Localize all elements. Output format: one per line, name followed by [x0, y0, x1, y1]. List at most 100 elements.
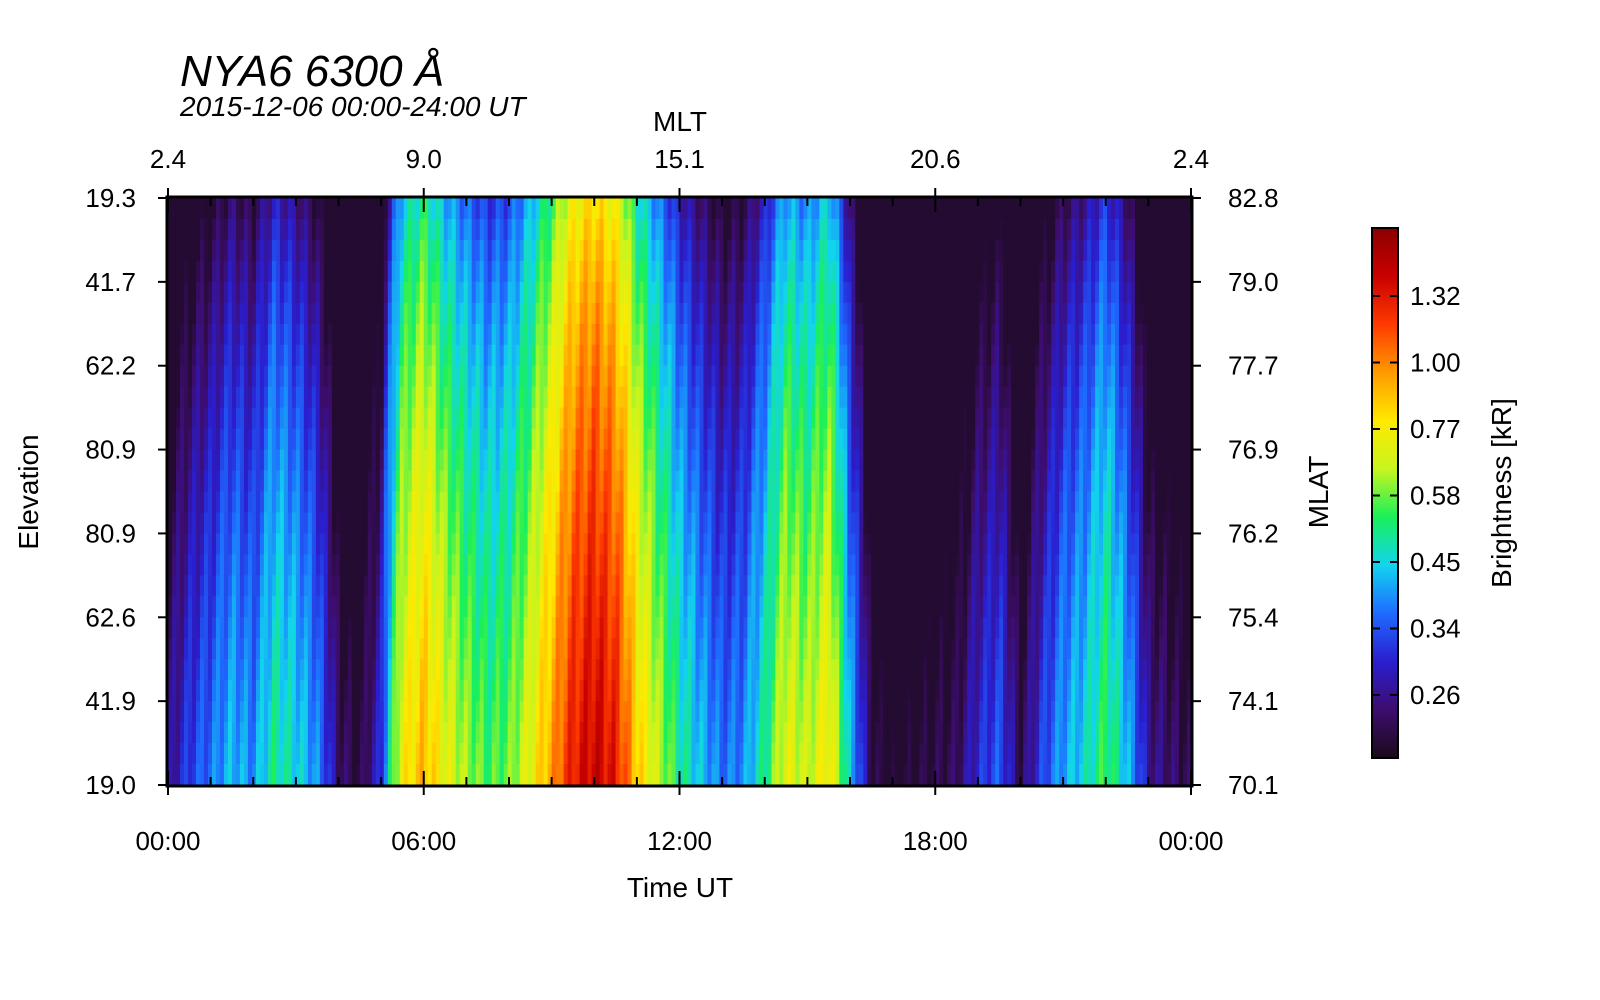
heatmap-cell: [595, 722, 601, 744]
heatmap-cell: [335, 470, 341, 493]
heatmap-cell: [183, 386, 189, 409]
heatmap-cell: [251, 617, 257, 639]
heatmap-cell: [303, 617, 309, 639]
heatmap-cell: [519, 302, 525, 325]
heatmap-cell: [803, 533, 808, 555]
heatmap-cell: [172, 344, 177, 367]
heatmap-cell: [395, 617, 401, 639]
heatmap-cell: [395, 533, 401, 555]
heatmap-cell: [759, 470, 765, 493]
heatmap-cell: [187, 596, 193, 618]
heatmap-cell: [359, 491, 365, 514]
heatmap-cell: [319, 722, 325, 744]
heatmap-cell: [659, 218, 665, 241]
heatmap-cell: [611, 218, 617, 241]
heatmap-cell: [767, 239, 773, 262]
heatmap-cell: [839, 596, 844, 618]
heatmap-cell: [775, 680, 781, 702]
heatmap-cell: [811, 596, 816, 618]
heatmap-cell: [627, 302, 633, 325]
heatmap-cell: [511, 659, 517, 681]
heatmap-cell: [539, 407, 545, 430]
heatmap-cell: [339, 365, 345, 388]
heatmap-cell: [199, 302, 205, 325]
heatmap-cell: [411, 764, 417, 786]
heatmap-cell: [751, 323, 757, 346]
heatmap-cell: [311, 239, 317, 262]
heatmap-cell: [367, 659, 373, 681]
heatmap-cell: [551, 512, 557, 535]
heatmap-cell: [307, 239, 313, 262]
heatmap-cell: [511, 575, 517, 597]
heatmap-cell: [727, 722, 733, 744]
heatmap-cell: [168, 743, 173, 765]
heatmap-cell: [711, 722, 717, 744]
heatmap-cell: [543, 554, 549, 576]
heatmap-cell: [179, 449, 185, 472]
heatmap-cell: [251, 407, 257, 430]
heatmap-cell: [831, 701, 836, 723]
heatmap-cell: [559, 617, 565, 639]
heatmap-cell: [667, 764, 673, 786]
heatmap-cell: [451, 638, 457, 660]
heatmap-cell: [459, 239, 465, 262]
heatmap-cell: [575, 680, 581, 702]
heatmap-cell: [279, 617, 285, 639]
heatmap-cell: [559, 491, 565, 514]
heatmap-cell: [711, 281, 717, 304]
heatmap-cell: [639, 617, 645, 639]
heatmap-cell: [247, 638, 253, 660]
heatmap-cell: [235, 470, 241, 493]
heatmap-cell: [271, 365, 277, 388]
heatmap-cell: [839, 260, 844, 283]
heatmap-cell: [739, 344, 745, 367]
heatmap-cell: [695, 239, 701, 262]
heatmap-cell: [507, 638, 513, 660]
heatmap-cell: [551, 281, 557, 304]
heatmap-cell: [775, 470, 781, 493]
heatmap-cell: [607, 533, 613, 555]
heatmap-cell: [871, 323, 876, 346]
heatmap-cell: [319, 659, 325, 681]
heatmap-cell: [299, 764, 305, 786]
heatmap-cell: [463, 449, 469, 472]
heatmap-cell: [343, 722, 349, 744]
heatmap-cell: [307, 659, 313, 681]
heatmap-cell: [383, 449, 389, 472]
heatmap-cell: [603, 533, 609, 555]
heatmap-cell: [199, 428, 205, 451]
heatmap-cell: [671, 281, 677, 304]
heatmap-cell: [519, 575, 525, 597]
heatmap-cell: [455, 239, 461, 262]
heatmap-cell: [331, 365, 337, 388]
heatmap-cell: [803, 617, 808, 639]
heatmap-cell: [379, 407, 385, 430]
heatmap-cell: [875, 596, 880, 618]
heatmap-cell: [215, 659, 221, 681]
heatmap-cell: [527, 491, 533, 514]
heatmap-cell: [683, 344, 689, 367]
heatmap-cell: [607, 198, 613, 220]
heatmap-cell: [239, 575, 245, 597]
heatmap-cell: [847, 659, 852, 681]
heatmap-cell: [767, 701, 773, 723]
heatmap-cell: [663, 218, 669, 241]
heatmap-cell: [439, 743, 445, 765]
heatmap-cell: [571, 365, 577, 388]
heatmap-cell: [627, 701, 633, 723]
heatmap-cell: [739, 407, 745, 430]
heatmap-cell: [251, 302, 257, 325]
heatmap-cell: [607, 701, 613, 723]
heatmap-cell: [263, 596, 269, 618]
heatmap-cell: [579, 407, 585, 430]
heatmap-cell: [223, 680, 229, 702]
heatmap-cell: [515, 470, 521, 493]
heatmap-cell: [619, 407, 625, 430]
heatmap-cell: [791, 365, 796, 388]
heatmap-cell: [187, 617, 193, 639]
heatmap-cell: [411, 512, 417, 535]
heatmap-cell: [807, 218, 812, 241]
heatmap-cell: [263, 554, 269, 576]
heatmap-cell: [179, 281, 185, 304]
heatmap-cell: [227, 743, 233, 765]
